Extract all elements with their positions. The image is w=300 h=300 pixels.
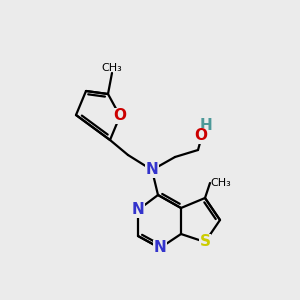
Text: N: N: [154, 241, 166, 256]
Text: N: N: [146, 163, 158, 178]
Text: CH₃: CH₃: [102, 63, 122, 73]
Text: CH₃: CH₃: [210, 178, 231, 188]
Text: N: N: [132, 202, 144, 217]
Text: O: O: [194, 128, 208, 143]
Text: H: H: [200, 118, 212, 133]
Text: O: O: [113, 109, 127, 124]
Text: S: S: [200, 235, 211, 250]
